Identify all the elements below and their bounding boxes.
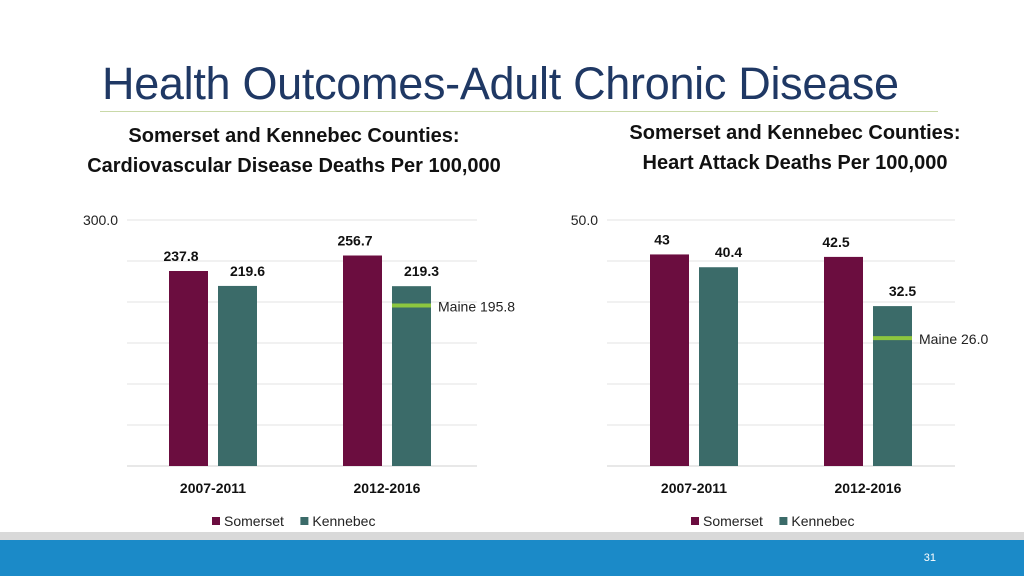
bar-somerset [650,254,689,466]
chart-title-heart-attack: Somerset and Kennebec Counties: Heart Att… [570,118,1020,178]
chart-title-line: Heart Attack Deaths Per 100,000 [642,152,948,174]
x-axis-category-label: 2012-2016 [835,480,902,496]
x-axis-category-label: 2007-2011 [661,480,727,496]
legend-entry-somerset: Somerset [224,513,284,529]
chart-title-line: Somerset and Kennebec Counties: [629,122,961,144]
data-label: 219.3 [404,263,439,279]
data-label: 43 [654,231,670,247]
chart-title-line: Somerset and Kennebec Counties: [128,125,460,147]
legend-swatch-somerset [691,517,699,525]
legend-swatch-kennebec [300,517,309,525]
bar-somerset [343,255,382,466]
y-axis-tick-label: 300.0 [83,212,118,228]
page-number: 31 [923,552,936,564]
data-label: 32.5 [889,283,916,299]
slide-title: Health Outcomes-Adult Chronic Disease [102,58,899,109]
title-divider [100,111,938,112]
legend-entry-kennebec: Kennebec [791,513,854,529]
bar-kennebec [699,267,738,466]
data-label: 237.8 [163,248,198,264]
bar-somerset [169,271,208,466]
x-axis-category-label: 2012-2016 [354,480,421,496]
legend-swatch-kennebec [779,517,788,525]
legend-entry-kennebec: Kennebec [312,513,375,529]
data-label: 42.5 [822,234,849,250]
bar-kennebec [218,285,257,466]
y-axis-tick-label: 50.0 [571,212,598,228]
maine-reference-label: Maine 195.8 [438,298,515,314]
footer-band: 31 [0,532,1024,576]
legend-swatch-somerset [212,517,220,525]
data-label: 40.4 [715,244,742,260]
cardiovascular-deaths-chart: 300.0 237.8 219.6 2007-2011 256.7 219.3 2012-2… [83,212,515,529]
bar-kennebec [392,286,431,466]
bar-kennebec [873,306,912,466]
chart-title-cardiovascular: Somerset and Kennebec Counties: Cardiovas… [20,121,568,181]
heart-attack-deaths-chart: 50.0 43 40.4 2007-2011 42.5 32.5 2012-2016 Main… [571,212,989,529]
maine-reference-label: Maine 26.0 [919,331,988,347]
chart-title-line: Cardiovascular Disease Deaths Per 100,00… [87,155,501,177]
x-axis-category-label: 2007-2011 [180,480,246,496]
data-label: 219.6 [230,263,265,279]
legend-entry-somerset: Somerset [703,513,763,529]
data-label: 256.7 [337,233,372,249]
bar-somerset [824,256,863,466]
